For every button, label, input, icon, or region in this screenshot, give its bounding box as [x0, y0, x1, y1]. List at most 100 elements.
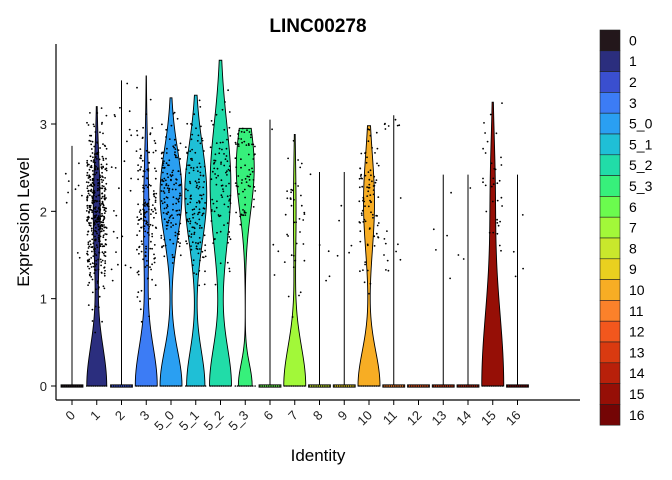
data-point: [178, 213, 181, 216]
data-point: [244, 211, 247, 214]
legend-label-8: 8: [629, 240, 637, 256]
data-point: [150, 268, 153, 271]
data-point: [92, 123, 95, 126]
data-point: [191, 148, 194, 151]
data-point: [144, 205, 146, 207]
data-point: [145, 149, 148, 152]
data-point: [377, 236, 380, 239]
data-point: [241, 141, 244, 144]
data-point: [247, 153, 250, 156]
data-point: [189, 158, 192, 160]
data-point: [101, 200, 104, 203]
data-point: [155, 170, 158, 173]
data-point: [193, 208, 196, 211]
data-point: [161, 202, 164, 205]
violin-6: [258, 119, 282, 388]
data-point: [186, 242, 188, 245]
zero-point: [326, 385, 328, 387]
zero-point: [432, 385, 435, 387]
zero-point: [245, 385, 248, 387]
data-point: [228, 200, 231, 202]
data-point: [213, 159, 216, 162]
data-point: [99, 235, 102, 238]
legend-swatch-5_2: [599, 154, 621, 176]
data-point: [100, 123, 103, 125]
data-point: [376, 224, 379, 227]
zero-point: [88, 385, 90, 387]
data-point: [292, 254, 295, 257]
data-point: [188, 164, 191, 167]
data-point: [204, 244, 207, 247]
data-point: [97, 234, 100, 237]
data-point: [105, 227, 108, 229]
legend-label-12: 12: [629, 324, 645, 340]
data-point: [89, 243, 92, 246]
data-point: [87, 241, 90, 244]
data-point: [102, 132, 104, 135]
data-point: [173, 183, 176, 186]
data-point: [90, 134, 93, 137]
data-point: [171, 188, 174, 191]
data-point: [101, 228, 104, 230]
data-point: [143, 199, 146, 201]
data-point: [101, 171, 103, 174]
data-point: [153, 244, 156, 246]
data-point: [150, 213, 152, 216]
data-point: [167, 184, 170, 187]
zero-point: [344, 385, 347, 387]
data-point: [139, 209, 142, 212]
zero-point: [371, 385, 374, 387]
data-point: [92, 224, 95, 227]
data-point: [172, 112, 175, 115]
data-point: [94, 229, 96, 232]
data-point: [166, 172, 169, 175]
data-point: [166, 221, 169, 224]
zero-point: [103, 385, 106, 387]
zero-point: [252, 385, 254, 387]
data-point: [90, 188, 93, 191]
data-point: [174, 154, 177, 157]
data-point: [143, 219, 146, 222]
violin-1: [85, 106, 108, 387]
data-point: [97, 225, 100, 228]
data-point: [190, 248, 193, 251]
zero-point: [97, 385, 99, 387]
data-point: [88, 168, 91, 171]
data-point: [177, 237, 180, 240]
data-point: [219, 214, 222, 217]
zero-point: [313, 385, 315, 387]
data-point: [103, 194, 106, 197]
zero-point: [477, 385, 479, 387]
data-point: [147, 205, 150, 208]
data-point: [96, 141, 98, 144]
data-point: [222, 141, 224, 144]
x-tick-label: 9: [335, 408, 351, 424]
zero-point: [301, 385, 304, 387]
data-point: [152, 210, 155, 213]
data-point: [92, 182, 95, 185]
data-point: [96, 246, 99, 249]
data-point: [90, 183, 92, 186]
data-point: [162, 162, 165, 165]
data-point: [161, 123, 163, 126]
data-point: [198, 284, 201, 287]
data-point: [94, 269, 97, 271]
data-point: [394, 118, 397, 121]
data-point: [198, 208, 201, 211]
data-point: [95, 156, 97, 158]
data-point: [91, 320, 94, 322]
data-point: [94, 223, 96, 226]
data-point: [362, 221, 365, 223]
data-point: [188, 172, 191, 174]
data-point: [195, 273, 198, 276]
data-point: [249, 185, 251, 188]
data-point: [227, 168, 230, 171]
data-point: [94, 305, 97, 308]
data-point: [303, 211, 306, 214]
data-point: [161, 246, 163, 249]
data-point: [198, 218, 201, 221]
data-point: [86, 196, 88, 199]
data-point: [92, 161, 95, 163]
data-point: [160, 200, 163, 202]
data-point: [197, 134, 200, 137]
